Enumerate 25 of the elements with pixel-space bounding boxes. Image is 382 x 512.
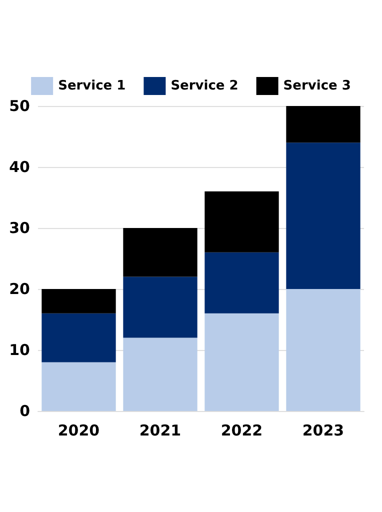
bar bbox=[204, 252, 279, 314]
legend-label: Service 2 bbox=[170, 78, 238, 94]
y-tick-label: 50 bbox=[9, 97, 30, 115]
bar bbox=[204, 313, 279, 411]
bar bbox=[42, 313, 116, 362]
bar bbox=[42, 289, 116, 314]
x-tick-label: 2020 bbox=[58, 422, 100, 440]
x-tick-label: 2023 bbox=[302, 422, 344, 440]
x-tick-label: 2022 bbox=[220, 422, 263, 440]
legend-label: Service 1 bbox=[58, 78, 126, 94]
bar bbox=[42, 362, 116, 411]
y-tick-label: 30 bbox=[9, 219, 30, 237]
bar bbox=[123, 276, 198, 338]
y-tick-label: 40 bbox=[9, 158, 30, 176]
bar bbox=[286, 289, 360, 411]
bar bbox=[123, 228, 198, 277]
bar bbox=[123, 338, 198, 411]
bar bbox=[286, 142, 360, 289]
y-tick-label: 20 bbox=[9, 280, 30, 298]
bar bbox=[204, 191, 279, 252]
y-tick-label: 10 bbox=[9, 341, 30, 359]
bar bbox=[286, 106, 360, 143]
legend-label: Service 3 bbox=[283, 78, 351, 94]
x-tick-label: 2021 bbox=[139, 422, 182, 440]
y-tick-label: 0 bbox=[20, 402, 30, 420]
